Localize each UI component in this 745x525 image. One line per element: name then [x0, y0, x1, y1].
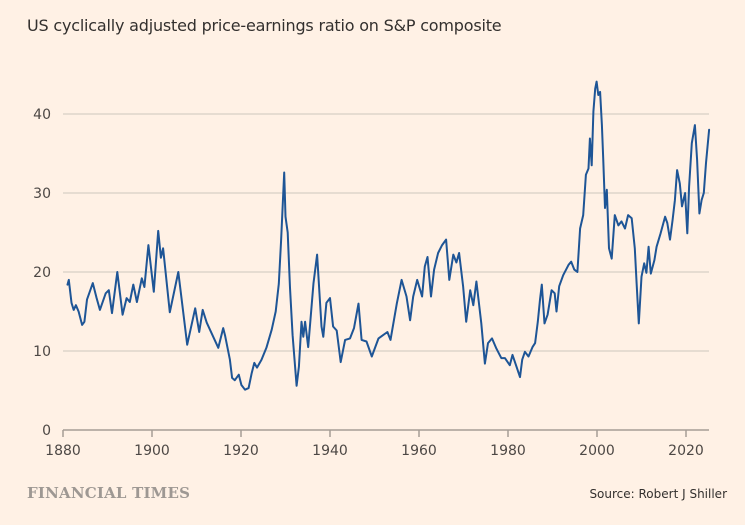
series-line-cape — [66, 80, 711, 391]
x-tick-label: 2020 — [668, 443, 704, 459]
x-axis-ticks: 1880 1900 1920 1940 1960 1980 2000 2020 — [45, 430, 704, 459]
x-tick-label: 1880 — [45, 443, 81, 459]
ft-logo: FINANCIAL TIMES — [27, 484, 191, 502]
y-tick-label: 10 — [33, 344, 51, 360]
x-tick-label: 1960 — [401, 443, 437, 459]
y-tick-label: 30 — [33, 186, 51, 202]
y-tick-label: 20 — [33, 265, 51, 281]
y-axis-ticks: 0 10 20 30 40 — [33, 107, 51, 439]
series-layer — [66, 80, 711, 391]
x-tick-label: 1900 — [134, 443, 170, 459]
gridlines — [63, 113, 709, 352]
y-tick-label: 0 — [42, 423, 51, 439]
x-tick-label: 1920 — [223, 443, 259, 459]
x-tick-label: 1980 — [490, 443, 526, 459]
chart-title: US cyclically adjusted price-earnings ra… — [27, 16, 502, 35]
y-tick-label: 40 — [33, 107, 51, 123]
x-tick-label: 2000 — [579, 443, 615, 459]
x-tick-label: 1940 — [312, 443, 348, 459]
source-note: Source: Robert J Shiller — [589, 487, 727, 501]
